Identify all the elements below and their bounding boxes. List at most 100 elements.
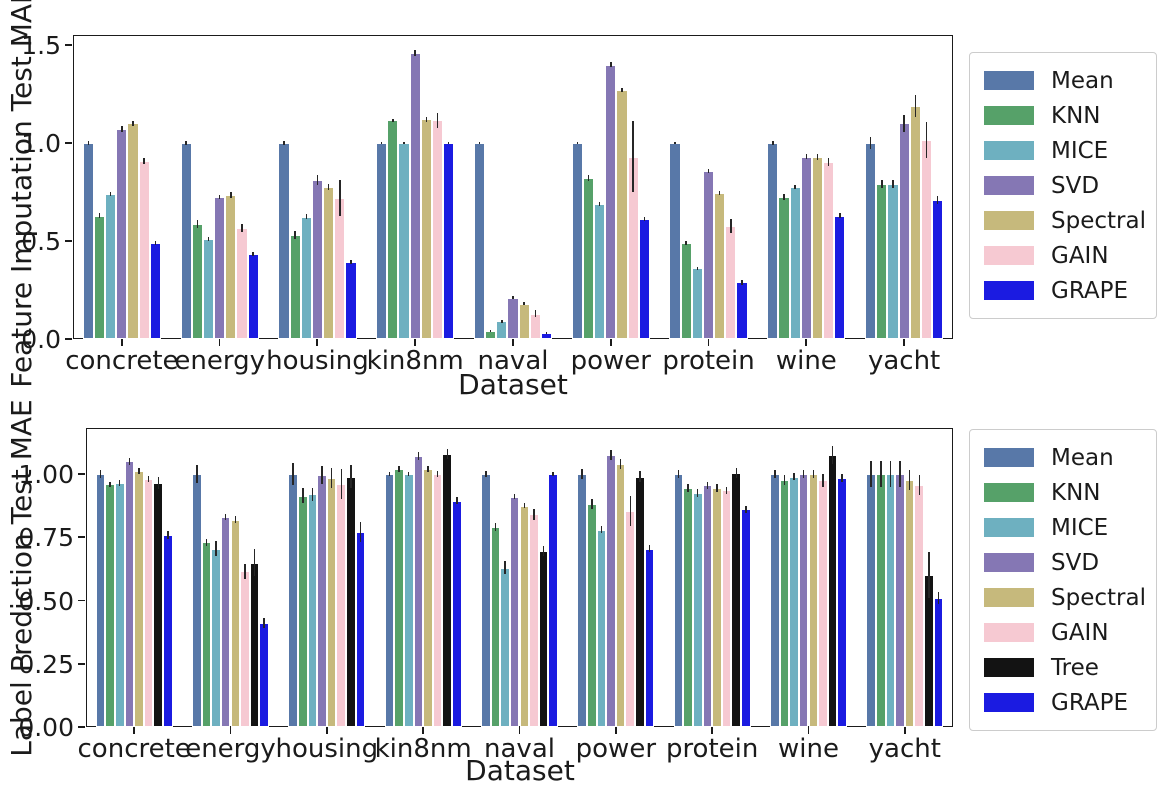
error-bar [167, 530, 169, 539]
error-bar [340, 468, 343, 500]
bar-grape-housing [345, 261, 357, 339]
error-bar [632, 121, 634, 192]
bar-mean-housing [288, 474, 298, 727]
error-bar [427, 465, 429, 472]
error-bar [918, 475, 921, 496]
feature-imputation-x-axis-label: Dataset [458, 368, 568, 401]
error-bar [870, 461, 872, 487]
error-bar [889, 461, 892, 487]
error-bar [587, 175, 590, 182]
error-bar [677, 470, 680, 478]
error-bar [576, 141, 578, 145]
error-bar [252, 251, 254, 256]
bar-knn-energy [191, 224, 203, 339]
legend-label: Spectral [1051, 584, 1146, 611]
error-bar [610, 62, 612, 67]
bar-mean-wine [767, 143, 779, 339]
error-bar [305, 213, 308, 220]
error-bar [925, 122, 928, 158]
bar-mean-kin8nm [376, 143, 388, 339]
legend-swatch-spectral [984, 588, 1034, 607]
error-bar [827, 157, 830, 166]
error-bar [121, 126, 123, 133]
x-tick-label: housing [266, 346, 369, 376]
error-bar [639, 471, 641, 482]
error-bar [805, 154, 808, 160]
legend-swatch-svd [984, 176, 1034, 195]
x-tick-mark [609, 339, 612, 346]
x-tick-label: energy [174, 346, 265, 376]
error-bar [241, 224, 243, 233]
error-bar [350, 465, 352, 488]
bar-gain-energy [236, 228, 248, 339]
error-bar [621, 87, 623, 93]
error-bar [321, 466, 323, 485]
bar-mice-naval [496, 321, 508, 339]
bar-knn-power [582, 178, 594, 339]
bar-grape-kin8nm [452, 500, 462, 727]
bar-gain-concrete [138, 160, 150, 339]
bar-mean-yacht [866, 474, 876, 727]
legend-swatch-mice [984, 518, 1034, 537]
legend-item-mice: MICE [970, 133, 1156, 168]
bar-mean-protein [669, 143, 681, 339]
error-bar [154, 241, 157, 245]
bar-mice-power [594, 203, 606, 339]
error-bar [118, 479, 121, 486]
bar-tree-kin8nm [442, 453, 453, 727]
bar-mean-energy [191, 474, 202, 727]
bar-mice-yacht [885, 474, 896, 727]
error-bar [446, 448, 448, 459]
error-bar [783, 193, 785, 200]
bar-mice-concrete [105, 193, 117, 339]
bar-spectral-energy [225, 194, 237, 339]
legend-swatch-knn [984, 106, 1034, 125]
bar-gain-naval [529, 514, 539, 727]
legend-label: Mean [1051, 444, 1114, 471]
error-bar [908, 470, 911, 491]
bar-svd-concrete [124, 461, 135, 727]
error-bar [398, 465, 400, 472]
x-tick-label: yacht [867, 346, 941, 376]
x-tick-mark [218, 339, 221, 346]
y-tick-mark [65, 240, 72, 242]
label-prediction-legend: Mean KNN MICE SVD Spectral GAIN Tree GRAPE [969, 429, 1157, 731]
x-tick-mark [707, 339, 710, 346]
bar-svd-naval [507, 297, 519, 339]
bar-grape-power [638, 219, 650, 339]
x-tick-label: power [575, 734, 657, 764]
x-tick-mark [903, 339, 905, 346]
error-bar [207, 236, 210, 242]
error-bar [685, 241, 687, 245]
bar-knn-yacht [875, 474, 886, 727]
x-tick-label: protein [662, 346, 755, 376]
bar-tree-power [635, 476, 645, 727]
bar-grape-energy [247, 253, 259, 339]
bar-mice-yacht [887, 184, 899, 339]
bar-svd-power [606, 455, 616, 727]
error-bar [436, 470, 439, 478]
x-tick-label: concrete [65, 346, 179, 376]
bar-knn-naval [490, 527, 501, 727]
error-bar [109, 481, 111, 487]
bar-knn-energy [201, 542, 212, 727]
error-bar [196, 465, 198, 483]
bar-grape-wine [837, 477, 848, 727]
bar-spectral-yacht [904, 480, 915, 727]
bar-knn-wine [778, 196, 790, 339]
y-tick-label: 0.25 [18, 649, 74, 679]
bar-mice-kin8nm [398, 143, 410, 339]
bar-gain-wine [823, 161, 835, 339]
bar-spectral-concrete [134, 471, 144, 727]
x-tick-mark [518, 727, 521, 734]
y-tick-mark [78, 473, 85, 475]
error-bar [707, 169, 710, 174]
bar-mice-naval [500, 567, 510, 727]
error-bar [648, 544, 651, 553]
error-bar [218, 194, 221, 200]
legend-swatch-mean [984, 71, 1034, 90]
y-tick-mark [65, 44, 72, 46]
error-bar [802, 470, 805, 478]
error-bar [478, 142, 481, 144]
